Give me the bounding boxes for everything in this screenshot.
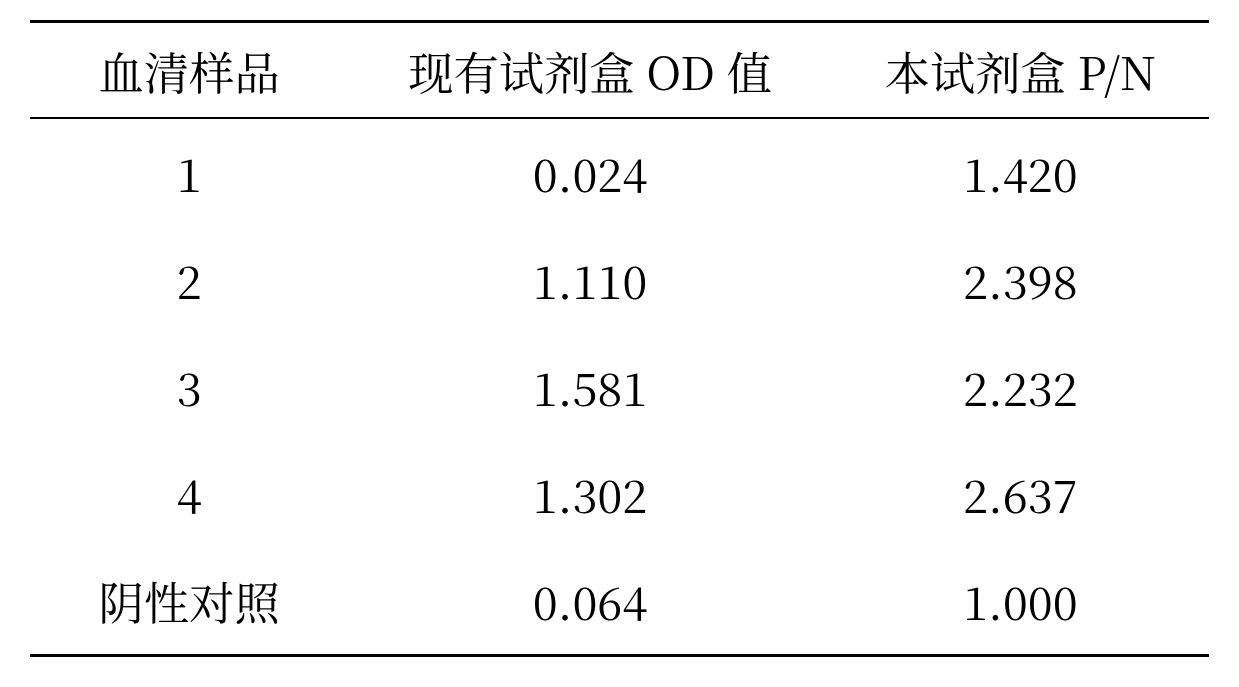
table-row: 4 1.302 2.637	[30, 440, 1209, 547]
comparison-table: 血清样品 现有试剂盒 OD 值 本试剂盒 P/N 1 0.024 1.420 2…	[30, 20, 1209, 657]
cell-od-value: 1.302	[348, 440, 831, 547]
cell-pn-ratio: 1.000	[832, 547, 1209, 656]
cell-od-value: 1.581	[348, 333, 831, 440]
table-row: 2 1.110 2.398	[30, 226, 1209, 333]
table-row: 1 0.024 1.420	[30, 118, 1209, 226]
cell-sample: 阴性对照	[30, 547, 348, 656]
cell-od-value: 0.064	[348, 547, 831, 656]
cell-sample: 4	[30, 440, 348, 547]
cell-sample: 2	[30, 226, 348, 333]
cell-pn-ratio: 2.232	[832, 333, 1209, 440]
cell-pn-ratio: 2.637	[832, 440, 1209, 547]
cell-sample: 3	[30, 333, 348, 440]
comparison-table-container: 血清样品 现有试剂盒 OD 值 本试剂盒 P/N 1 0.024 1.420 2…	[0, 0, 1239, 687]
table-header-row: 血清样品 现有试剂盒 OD 值 本试剂盒 P/N	[30, 22, 1209, 119]
cell-od-value: 1.110	[348, 226, 831, 333]
cell-od-value: 0.024	[348, 118, 831, 226]
table-row: 3 1.581 2.232	[30, 333, 1209, 440]
header-od-value: 现有试剂盒 OD 值	[348, 22, 831, 119]
header-sample: 血清样品	[30, 22, 348, 119]
table-row: 阴性对照 0.064 1.000	[30, 547, 1209, 656]
cell-sample: 1	[30, 118, 348, 226]
header-pn-ratio: 本试剂盒 P/N	[832, 22, 1209, 119]
cell-pn-ratio: 1.420	[832, 118, 1209, 226]
cell-pn-ratio: 2.398	[832, 226, 1209, 333]
